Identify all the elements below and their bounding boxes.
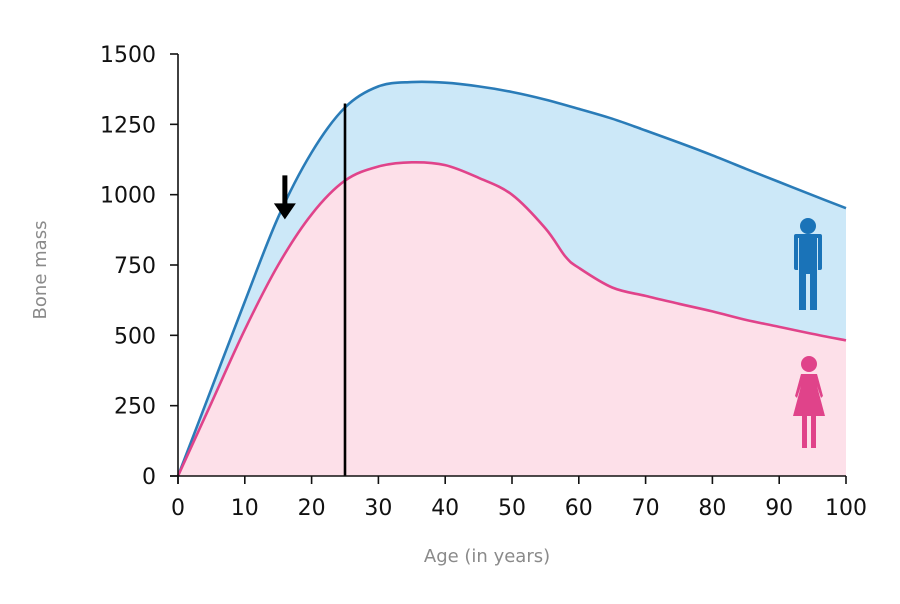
line-series-1: [176, 80, 847, 477]
x-tick-label: 100: [825, 496, 867, 521]
x-tick-label: 90: [765, 496, 793, 521]
line-layer: [176, 80, 847, 477]
area-layer: [178, 81, 846, 476]
male-icon: [794, 218, 822, 310]
down-arrow-icon: [273, 175, 296, 220]
y-tick-label: 500: [114, 324, 156, 349]
x-tick-label: 60: [565, 496, 593, 521]
x-tick-label: 20: [298, 496, 326, 521]
x-tick-label: 50: [498, 496, 526, 521]
y-axis-title: Bone mass: [30, 221, 51, 320]
y-tick-label: 750: [114, 254, 156, 279]
y-tick-label: 1000: [100, 184, 156, 209]
y-tick-label: 1500: [100, 43, 156, 68]
x-tick-label: 70: [632, 496, 660, 521]
x-tick-label: 30: [364, 496, 392, 521]
x-tick-label: 10: [231, 496, 259, 521]
y-tick-label: 1250: [100, 113, 156, 138]
x-axis-ticks: 0 10 20 30 40 50 60 70 80 90 100: [171, 476, 867, 521]
x-tick-label: 80: [698, 496, 726, 521]
y-tick-label: 250: [114, 395, 156, 420]
axes: [170, 54, 846, 484]
x-tick-label: 40: [431, 496, 459, 521]
y-tick-label: 0: [142, 465, 156, 490]
female-icon: [793, 356, 825, 448]
x-axis-title: Age (in years): [424, 546, 550, 567]
y-axis-ticks: 0 250 500 750 1000 1250 1500: [100, 43, 178, 490]
x-tick-label: 0: [171, 496, 185, 521]
annotation-layer: [273, 103, 347, 476]
line-series-2: [176, 160, 847, 477]
